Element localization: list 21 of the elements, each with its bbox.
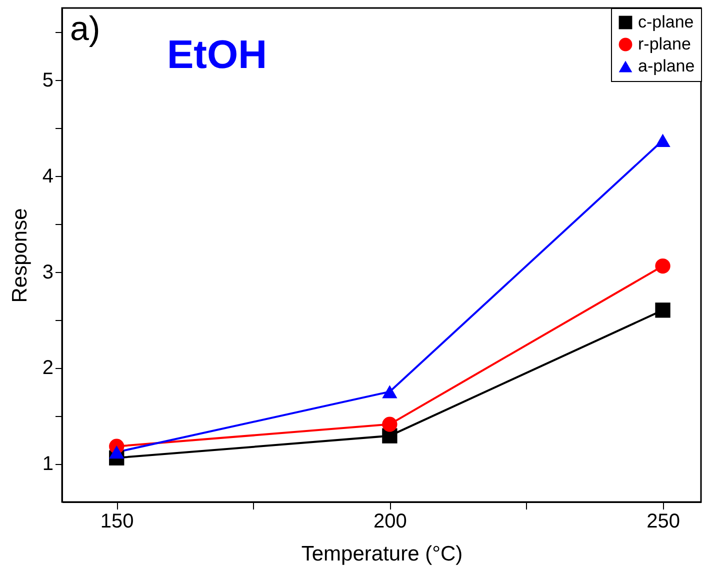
point — [382, 416, 398, 432]
x-axis-title: Temperature (°C) — [301, 542, 463, 566]
point — [655, 134, 670, 147]
x-tick-label: 200 — [374, 510, 407, 532]
point — [109, 446, 124, 459]
y-tick-label: 4 — [42, 165, 54, 188]
point — [655, 302, 670, 318]
annotation: EtOH — [167, 33, 267, 77]
x-tick-label: 250 — [646, 510, 680, 532]
y-tick-label: 5 — [42, 69, 54, 92]
point — [382, 385, 398, 398]
point — [655, 258, 670, 274]
legend-label: r-plane — [638, 34, 691, 54]
y-tick-label: 2 — [42, 357, 54, 380]
y-tick-label: 1 — [42, 453, 54, 476]
x-tick-label: 150 — [100, 510, 134, 532]
y-tick-label: 3 — [42, 261, 54, 284]
legend-label: c-plane — [638, 12, 694, 32]
legend-label: a-plane — [638, 56, 695, 76]
annotation: a) — [70, 10, 100, 48]
y-axis-title: Response — [8, 208, 32, 303]
